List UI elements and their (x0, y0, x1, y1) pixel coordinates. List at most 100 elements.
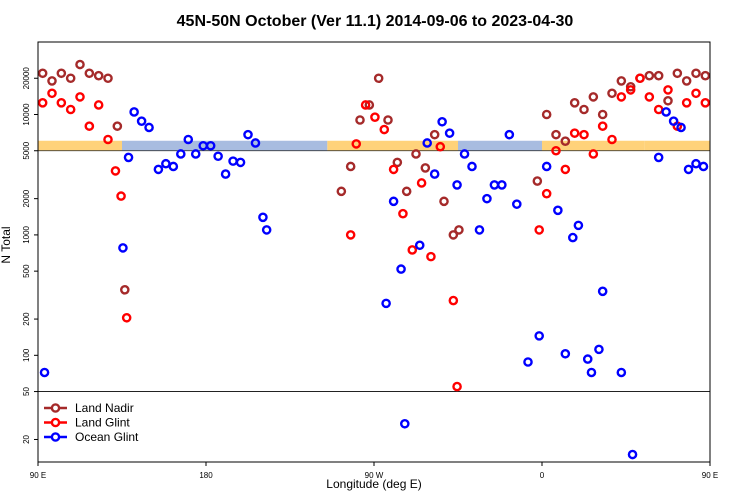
y-tick-label: 500 (22, 264, 31, 278)
legend-marker-ocean-glint (50, 432, 61, 442)
land-nadir-point (569, 98, 580, 108)
land-nadir-point (607, 88, 617, 99)
land-nadir-point (448, 230, 459, 240)
ocean-glint-point (698, 161, 709, 172)
land-nadir-point (345, 161, 356, 172)
land-nadir-point (75, 59, 85, 70)
land-glint-point (644, 92, 655, 102)
ocean-glint-point (553, 205, 563, 216)
land-nadir-point (65, 73, 76, 84)
ocean-glint-point (39, 367, 50, 378)
band-segment-5 (644, 140, 710, 151)
land-nadir-point (401, 186, 412, 197)
land-nadir-point (112, 121, 123, 131)
ocean-glint-point (205, 140, 216, 151)
x-axis-label: Longitude (deg E) (326, 477, 421, 491)
land-nadir-point (364, 100, 375, 110)
ocean-glint-point (175, 149, 186, 159)
land-glint-point (569, 128, 580, 138)
ocean-glint-point (616, 367, 627, 378)
ocean-glint-point (691, 158, 701, 169)
ocean-glint-point (444, 128, 455, 138)
land-glint-point (635, 73, 645, 84)
ocean-glint-point (258, 212, 268, 223)
legend-label-land-nadir: Land Nadir (75, 401, 134, 415)
ocean-glint-point (497, 180, 507, 190)
land-nadir-point (420, 163, 431, 173)
land-glint-point (416, 178, 427, 188)
land-glint-point (398, 208, 408, 219)
y-tick-label: 100 (22, 348, 31, 362)
legend-marker-land-glint (50, 417, 61, 428)
land-glint-point (452, 381, 462, 392)
ocean-glint-point (482, 193, 492, 204)
land-glint-point (597, 121, 608, 131)
land-nadir-point (120, 285, 130, 295)
ocean-glint-point (235, 157, 246, 168)
ocean-glint-point (512, 199, 522, 209)
y-tick-label: 1000 (22, 225, 31, 243)
land-glint-point (435, 141, 446, 152)
ocean-glint-point (388, 196, 399, 207)
ocean-glint-point (489, 180, 500, 190)
ocean-glint-point (594, 344, 604, 355)
data-points (37, 59, 711, 460)
ocean-glint-point (653, 152, 664, 163)
land-glint-point (691, 88, 701, 99)
land-glint-point (47, 88, 57, 99)
land-glint-point (579, 129, 589, 140)
land-glint-point (65, 104, 76, 115)
x-tick-label: 90 E (30, 471, 46, 480)
band-segment-3 (458, 140, 542, 151)
y-tick-label: 50 (22, 387, 31, 396)
x-tick-label: 180 (199, 471, 213, 480)
land-nadir-point (681, 76, 692, 86)
ocean-glint-point (683, 164, 694, 175)
land-nadir-point (541, 109, 552, 120)
y-tick-label: 20000 (22, 67, 31, 90)
ocean-glint-point (560, 348, 571, 359)
ocean-glint-point (676, 122, 686, 133)
land-nadir-point (103, 73, 113, 84)
ocean-glint-point (452, 180, 462, 190)
legend-marker-land-nadir (50, 403, 61, 413)
land-nadir-point (355, 115, 365, 125)
land-glint-point (607, 134, 617, 145)
ocean-glint-point (668, 116, 679, 126)
ocean-glint-point (220, 169, 231, 179)
legend-label-ocean-glint: Ocean Glint (75, 430, 139, 444)
land-glint-point (56, 98, 67, 108)
ocean-glint-point (523, 357, 533, 367)
land-nadir-point (588, 92, 599, 102)
land-glint-point (551, 145, 561, 156)
land-nadir-point (454, 225, 464, 235)
reference-lines (38, 150, 710, 393)
y-axis-label: N Total (0, 226, 13, 263)
band-segment-0 (38, 140, 122, 151)
band-segment-2 (327, 140, 458, 151)
x-tick-label: 90 E (702, 471, 718, 480)
ocean-glint-point (582, 354, 593, 364)
land-glint-point (351, 139, 362, 149)
y-tick-label: 5000 (22, 141, 31, 159)
land-glint-point (345, 230, 356, 240)
land-glint-point (681, 98, 692, 108)
chart-title: 45N-50N October (Ver 11.1) 2014-09-06 to… (177, 13, 574, 30)
land-glint-point (93, 100, 104, 110)
land-glint-point (700, 98, 711, 108)
land-glint-point (75, 92, 85, 102)
ocean-glint-point (261, 225, 272, 235)
ocean-glint-point (228, 156, 238, 166)
ocean-glint-point (381, 298, 391, 309)
land-glint-point (663, 85, 673, 95)
land-nadir-point (532, 176, 543, 186)
land-glint-point (37, 98, 48, 108)
land-nadir-point (691, 68, 701, 79)
ocean-glint-point (118, 243, 128, 253)
ocean-glint-point (504, 129, 515, 140)
land-glint-point (370, 112, 380, 122)
ocean-glint-point (213, 151, 223, 162)
ocean-glint-point (144, 122, 154, 133)
